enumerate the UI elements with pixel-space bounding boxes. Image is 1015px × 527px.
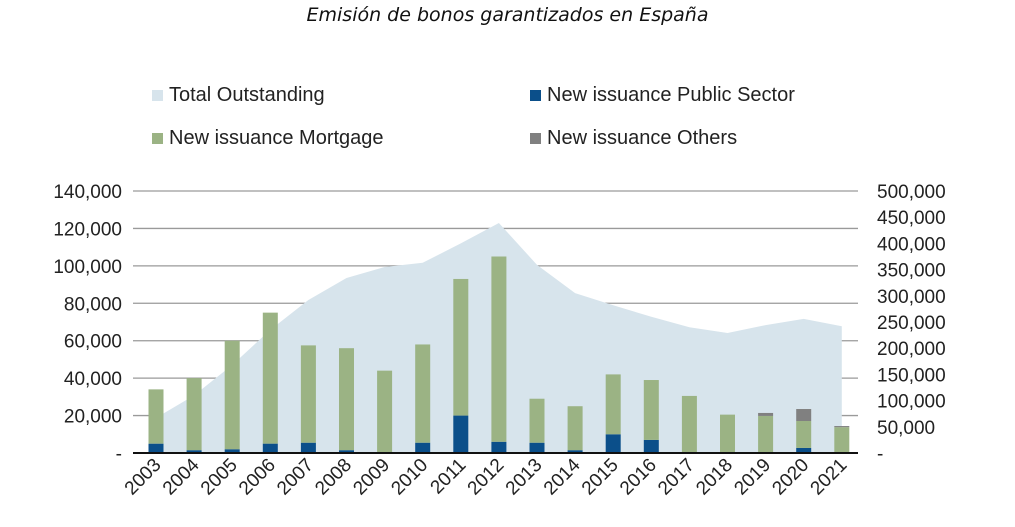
bar-new-issuance-mortgage: [643, 380, 659, 440]
legend-others: New issuance Others: [530, 127, 737, 150]
right-tick-label: 100,000: [877, 392, 946, 413]
legend-public-sector: New issuance Public Sector: [530, 84, 795, 107]
bar-new-issuance-public-sector: [567, 450, 583, 453]
bar-new-issuance-mortgage: [605, 374, 621, 435]
x-tick-label: 2009: [349, 455, 394, 500]
bar-new-issuance-public-sector: [339, 450, 354, 453]
bar-new-issuance-mortgage: [148, 389, 164, 444]
left-tick-label: 100,000: [53, 257, 122, 278]
right-tick-label: 150,000: [877, 365, 946, 386]
right-tick-label: -: [877, 444, 883, 465]
bar-new-issuance-mortgage: [377, 370, 393, 453]
x-tick-label: 2020: [768, 455, 813, 500]
right-tick-label: 500,000: [877, 182, 946, 203]
right-tick-label: 350,000: [877, 261, 946, 282]
x-tick-label: 2007: [273, 455, 318, 500]
bar-new-issuance-others: [758, 412, 774, 416]
chart-title: Emisión de bonos garantizados en España: [306, 4, 709, 26]
left-tick-label: 60,000: [64, 332, 122, 353]
bar-new-issuance-public-sector: [491, 441, 507, 453]
bar-new-issuance-public-sector: [643, 439, 659, 453]
bar-new-issuance-mortgage: [720, 414, 735, 453]
bar-new-issuance-mortgage: [262, 312, 278, 444]
bar-new-issuance-mortgage: [186, 378, 202, 451]
bar-new-issuance-mortgage: [300, 345, 316, 443]
x-tick-label: 2019: [730, 455, 775, 500]
bar-new-issuance-others: [834, 426, 850, 428]
right-tick-label: 300,000: [877, 287, 946, 308]
x-tick-label: 2011: [427, 455, 471, 499]
x-tick-label: 2016: [616, 455, 661, 500]
x-tick-label: 2013: [502, 455, 547, 500]
left-tick-label: 120,000: [53, 219, 122, 240]
x-tick-label: 2004: [159, 454, 204, 499]
right-tick-label: 450,000: [877, 208, 946, 229]
bar-new-issuance-others: [796, 409, 812, 421]
left-tick-label: 80,000: [64, 294, 122, 315]
right-tick-label: 250,000: [877, 313, 946, 334]
legend-label: New issuance Others: [547, 127, 738, 149]
x-tick-label: 2010: [387, 455, 432, 500]
bar-new-issuance-public-sector: [300, 442, 316, 453]
bar-new-issuance-mortgage: [224, 340, 240, 450]
legend-swatch-public: [530, 90, 541, 101]
bar-new-issuance-public-sector: [796, 447, 812, 453]
bar-new-issuance-mortgage: [453, 278, 469, 416]
legend-swatch-mortgage: [152, 133, 163, 144]
bar-new-issuance-public-sector: [415, 442, 431, 453]
legend-swatch-others: [530, 133, 541, 144]
bar-new-issuance-mortgage: [339, 348, 354, 451]
bar-new-issuance-mortgage: [758, 415, 774, 453]
bar-new-issuance-public-sector: [453, 415, 469, 453]
bar-new-issuance-public-sector: [605, 434, 621, 453]
right-tick-label: 200,000: [877, 339, 946, 360]
legend-label: New issuance Public Sector: [547, 84, 795, 106]
x-tick-label: 2021: [807, 455, 852, 500]
bar-new-issuance-mortgage: [529, 398, 545, 443]
left-tick-label: 140,000: [53, 182, 122, 203]
bar-new-issuance-mortgage: [491, 256, 507, 442]
bar-new-issuance-public-sector: [224, 449, 240, 453]
legend-total-outstanding: Total Outstanding: [152, 84, 325, 107]
x-tick-label: 2017: [654, 455, 699, 500]
legend-mortgage: New issuance Mortgage: [152, 127, 384, 150]
x-tick-label: 2012: [464, 455, 509, 500]
right-tick-label: 50,000: [877, 418, 935, 439]
right-tick-label: 400,000: [877, 234, 946, 255]
legend-label: New issuance Mortgage: [169, 127, 384, 149]
left-tick-label: 20,000: [64, 407, 122, 428]
x-tick-label: 2005: [197, 455, 242, 500]
x-tick-label: 2006: [235, 455, 280, 500]
bar-new-issuance-mortgage: [415, 344, 431, 443]
x-tick-label: 2008: [311, 455, 356, 500]
left-tick-label: 40,000: [64, 369, 122, 390]
x-tick-label: 2015: [578, 455, 623, 500]
bar-new-issuance-public-sector: [529, 442, 545, 453]
bar-new-issuance-mortgage: [681, 395, 697, 453]
left-tick-label: -: [116, 444, 122, 465]
x-tick-label: 2018: [692, 455, 737, 500]
x-tick-label: 2003: [121, 455, 166, 500]
bar-new-issuance-mortgage: [834, 427, 850, 453]
bar-new-issuance-mortgage: [567, 406, 583, 451]
bar-new-issuance-public-sector: [148, 443, 164, 453]
bar-new-issuance-public-sector: [262, 443, 278, 453]
x-tick-label: 2014: [540, 454, 585, 499]
bar-new-issuance-mortgage: [796, 420, 812, 448]
bar-new-issuance-public-sector: [186, 450, 202, 453]
legend-swatch-total: [152, 90, 163, 101]
legend-label: Total Outstanding: [169, 84, 325, 106]
